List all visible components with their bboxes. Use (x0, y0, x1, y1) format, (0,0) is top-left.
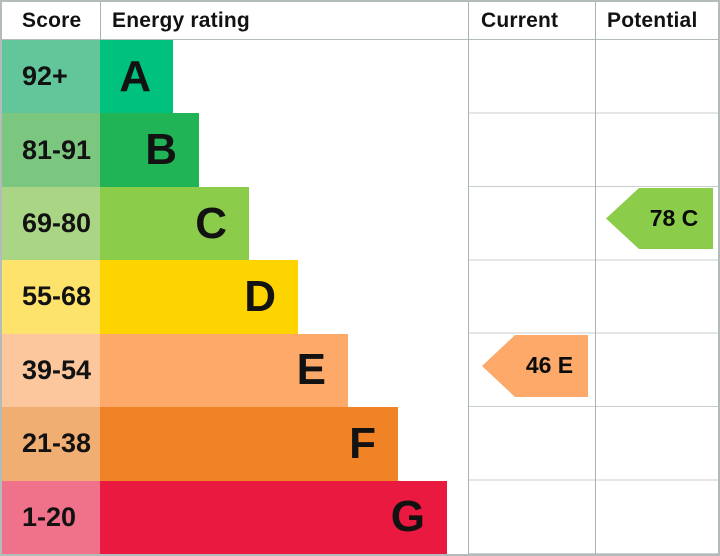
band-score-range: 69-80 (2, 186, 100, 261)
column-header-current: Current (481, 8, 559, 32)
left-arrow-icon (482, 334, 588, 397)
left-arrow-icon (606, 187, 713, 249)
band-letter: G (390, 492, 425, 542)
band-score-range: 1-20 (2, 480, 100, 554)
band-bar: G (100, 480, 447, 554)
band-score-range: 55-68 (2, 260, 100, 334)
band-row-D: 55-68 D (2, 260, 718, 334)
table-header-row: Score Energy rating Current Potential (2, 2, 718, 40)
band-letter: C (195, 198, 227, 248)
band-letter: A (119, 51, 151, 101)
band-row-B: 81-91 B (2, 113, 718, 187)
band-score-range: 92+ (2, 40, 100, 114)
band-letter: B (145, 125, 177, 175)
band-bar: E (100, 333, 348, 408)
band-bar: D (100, 260, 298, 334)
band-bar: C (100, 186, 249, 261)
band-score-range: 81-91 (2, 113, 100, 187)
band-row-A: 92+ A (2, 40, 718, 114)
potential-rating-value: 78 C (649, 204, 699, 231)
column-header-energy-rating: Energy rating (112, 8, 250, 32)
current-rating-value: 46 E (525, 352, 574, 379)
band-letter: D (244, 271, 276, 321)
band-score-range: 39-54 (2, 333, 100, 408)
band-score-range: 21-38 (2, 407, 100, 481)
column-header-potential: Potential (607, 8, 698, 32)
row-grid-lines (468, 40, 718, 554)
current-rating-arrow: 46 E (482, 334, 588, 397)
band-letter: E (296, 345, 326, 395)
band-bar: A (100, 40, 173, 114)
band-bar: B (100, 113, 199, 187)
band-letter: F (349, 418, 376, 468)
band-row-F: 21-38 F (2, 407, 718, 481)
band-row-C: 69-80 C (2, 186, 718, 261)
band-row-E: 39-54 E (2, 333, 718, 408)
divider-current-column (468, 2, 469, 554)
column-header-score: Score (22, 8, 82, 32)
divider-potential-column (595, 2, 596, 554)
band-rows-container: 92+ A 81-91 B 69-80 C 55-68 D 39-54 (2, 40, 718, 554)
divider-score-column (100, 2, 101, 40)
band-bar: F (100, 407, 398, 481)
potential-rating-arrow: 78 C (606, 187, 713, 249)
band-row-G: 1-20 G (2, 480, 718, 554)
